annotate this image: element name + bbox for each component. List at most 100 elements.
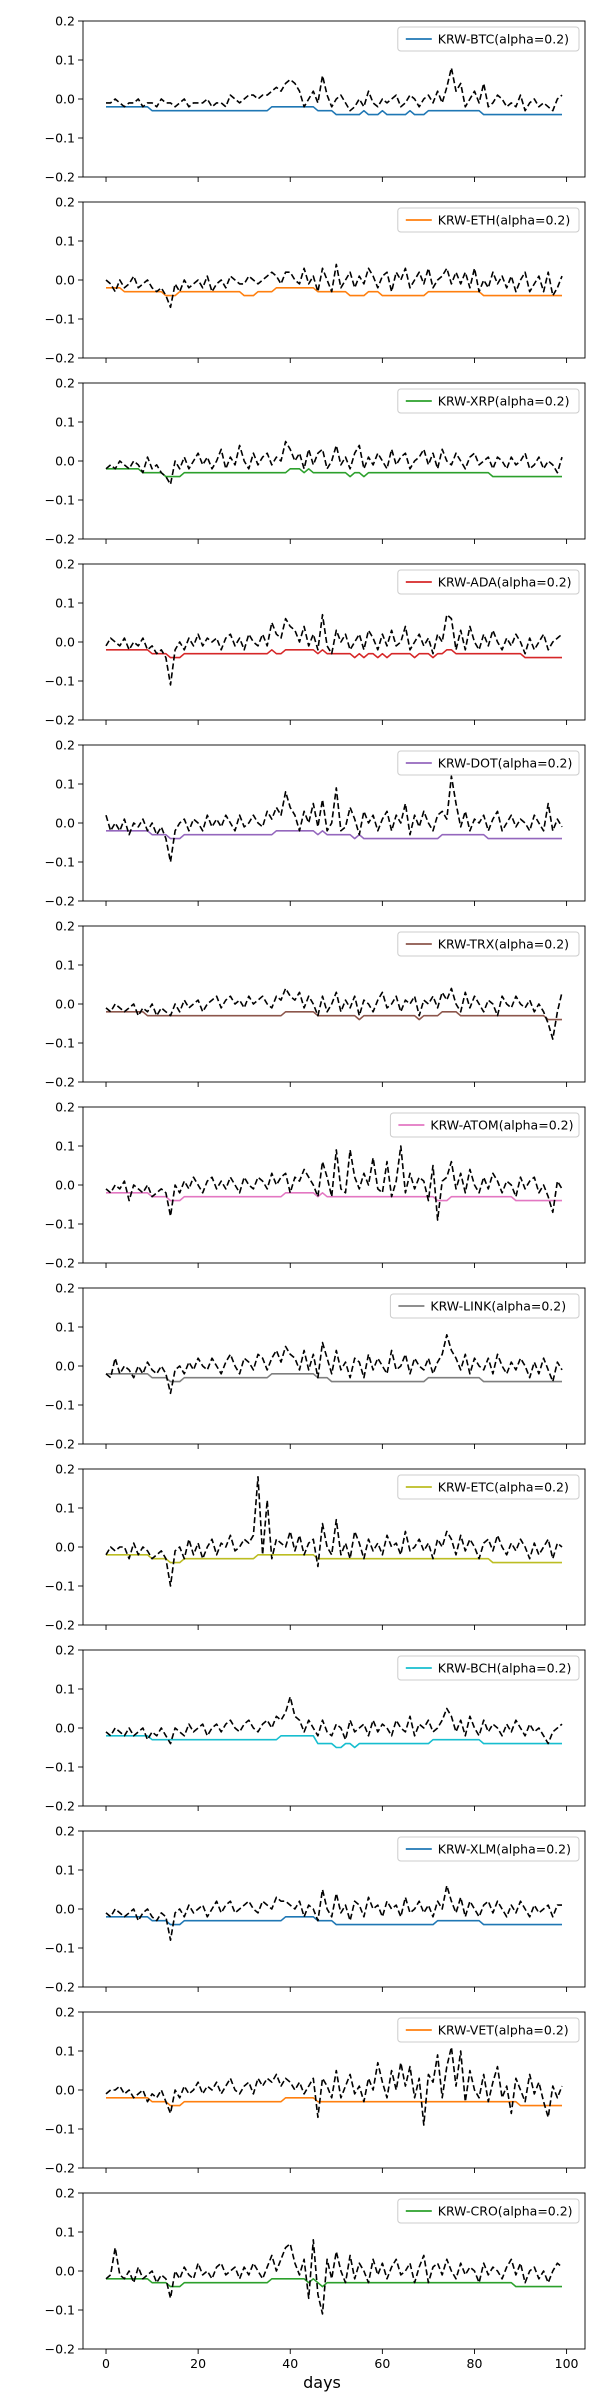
subplot-panel: −0.2 −0.1 0.0 0.1 0.2 KRW-ADA(alpha=0.2) bbox=[45, 557, 586, 728]
y-tick-label: −0.2 bbox=[45, 170, 75, 185]
legend-label: KRW-XRP(alpha=0.2) bbox=[438, 394, 570, 409]
y-tick-label: −0.1 bbox=[45, 1217, 75, 1232]
legend-box bbox=[397, 1836, 580, 1862]
model-series-line bbox=[106, 106, 562, 116]
legend-box bbox=[397, 2198, 580, 2224]
y-tick-label: 0.2 bbox=[55, 1643, 75, 1658]
legend-box bbox=[397, 207, 580, 233]
actual-series-dashed-line bbox=[105, 2046, 563, 2126]
y-tick-label: −0.1 bbox=[45, 2122, 75, 2137]
axes-frame bbox=[82, 2011, 586, 2169]
y-tick-label: 0.2 bbox=[55, 1100, 75, 1115]
data-lines bbox=[105, 1696, 563, 1749]
model-series-line bbox=[106, 1373, 562, 1383]
legend-box bbox=[397, 1474, 580, 1500]
y-tick-label: −0.2 bbox=[45, 2161, 75, 2176]
legend-box bbox=[389, 1112, 580, 1138]
x-axis-label: days bbox=[303, 2373, 341, 2392]
legend: KRW-BTC(alpha=0.2) bbox=[397, 26, 580, 52]
y-tick-label: −0.2 bbox=[45, 894, 75, 909]
axes-frame bbox=[82, 925, 586, 1083]
legend: KRW-TRX(alpha=0.2) bbox=[397, 931, 580, 957]
x-tick-label: 40 bbox=[282, 2356, 298, 2371]
data-lines bbox=[105, 1884, 562, 1941]
data-lines bbox=[105, 1145, 563, 1221]
actual-series-dashed-line bbox=[105, 440, 563, 486]
y-tick-label: 0.2 bbox=[55, 195, 75, 210]
data-lines bbox=[105, 2239, 563, 2315]
actual-series-dashed-line bbox=[105, 263, 563, 309]
y-tick-label: −0.1 bbox=[45, 2303, 75, 2318]
model-series-line bbox=[106, 829, 562, 840]
legend-box bbox=[397, 388, 580, 414]
subplot-panel: −0.2 −0.1 0.0 0.1 0.2 KRW-XLM(alpha=0.2) bbox=[45, 1824, 586, 1995]
y-tick-label: 0.2 bbox=[55, 14, 75, 29]
data-lines bbox=[105, 1334, 563, 1395]
y-tick-label: −0.2 bbox=[45, 713, 75, 728]
subplot-panel: −0.2 −0.1 0.0 0.1 0.2 KRW-LINK(alpha=0.2) bbox=[45, 1281, 586, 1452]
x-tick-label: 20 bbox=[190, 2356, 206, 2371]
y-tick-label: 0.1 bbox=[55, 1139, 75, 1154]
model-series-line bbox=[106, 1010, 562, 1021]
y-tick-label: 0.2 bbox=[55, 1462, 75, 1477]
y-tick-label: −0.1 bbox=[45, 493, 75, 508]
legend: KRW-XLM(alpha=0.2) bbox=[397, 1836, 580, 1862]
y-tick-label: −0.1 bbox=[45, 1036, 75, 1051]
y-tick-label: −0.1 bbox=[45, 1760, 75, 1775]
model-series-line bbox=[106, 648, 562, 659]
actual-series-dashed-line bbox=[105, 1696, 563, 1745]
y-tick-label: 0.1 bbox=[55, 2225, 75, 2240]
data-lines bbox=[105, 2046, 563, 2126]
legend-label: KRW-TRX(alpha=0.2) bbox=[438, 937, 569, 952]
legend-box bbox=[397, 26, 580, 52]
y-tick-label: −0.2 bbox=[45, 1799, 75, 1814]
actual-series-dashed-line bbox=[105, 1145, 563, 1221]
legend-label: KRW-ADA(alpha=0.2) bbox=[438, 575, 572, 590]
y-tick-label: 0.1 bbox=[55, 777, 75, 792]
y-tick-label: 0.0 bbox=[55, 997, 75, 1012]
y-tick-label: 0.1 bbox=[55, 234, 75, 249]
y-tick-label: 0.1 bbox=[55, 1501, 75, 1516]
data-lines bbox=[105, 440, 563, 486]
y-tick-label: −0.2 bbox=[45, 1980, 75, 1995]
data-lines bbox=[105, 263, 563, 309]
subplot-panel: −0.2 −0.1 0.0 0.1 0.2 KRW-TRX(alpha=0.2) bbox=[45, 919, 586, 1090]
legend-label: KRW-ETC(alpha=0.2) bbox=[438, 1480, 569, 1495]
subplot-panel: −0.2 −0.1 0.0 0.1 0.2 KRW-BTC(alpha=0.2) bbox=[45, 14, 586, 185]
subplot-panel: −0.2 −0.1 0.0 0.1 0.2 KRW-DOT(alpha=0.2) bbox=[45, 738, 586, 909]
y-tick-label: 0.1 bbox=[55, 596, 75, 611]
model-series-line bbox=[106, 2278, 562, 2288]
legend: KRW-VET(alpha=0.2) bbox=[397, 2017, 580, 2043]
y-tick-label: 0.1 bbox=[55, 1320, 75, 1335]
legend-box bbox=[397, 750, 580, 776]
axes-frame bbox=[82, 20, 586, 178]
legend-label: KRW-CRO(alpha=0.2) bbox=[438, 2204, 573, 2219]
legend: KRW-ATOM(alpha=0.2) bbox=[389, 1112, 580, 1138]
y-tick-label: 0.2 bbox=[55, 2186, 75, 2201]
model-series-line bbox=[106, 1554, 562, 1564]
subplot-panel: −0.2 −0.1 0.0 0.1 0.2 KRW-ETH(alpha=0.2) bbox=[45, 195, 586, 366]
legend-label: KRW-ETH(alpha=0.2) bbox=[438, 213, 570, 228]
subplot-panel: −0.2 −0.1 0.0 0.1 0.2 KRW-VET(alpha=0.2) bbox=[45, 2005, 586, 2176]
legend-label: KRW-LINK(alpha=0.2) bbox=[430, 1299, 566, 1314]
actual-series-dashed-line bbox=[105, 2239, 563, 2315]
x-tick-label: 0 bbox=[102, 2356, 110, 2371]
axes-frame bbox=[82, 1106, 586, 1264]
subplot-panel: −0.2 −0.1 0.0 0.1 0.2 KRW-BCH(alpha=0.2) bbox=[45, 1643, 586, 1814]
legend: KRW-XRP(alpha=0.2) bbox=[397, 388, 580, 414]
y-tick-label: −0.1 bbox=[45, 674, 75, 689]
model-series-line bbox=[106, 1735, 562, 1749]
y-tick-label: 0.1 bbox=[55, 53, 75, 68]
model-series-line bbox=[106, 467, 562, 478]
legend-label: KRW-BCH(alpha=0.2) bbox=[438, 1661, 572, 1676]
model-series-line bbox=[106, 286, 562, 297]
y-tick-label: −0.1 bbox=[45, 312, 75, 327]
x-tick-label: 100 bbox=[555, 2356, 579, 2371]
y-tick-label: −0.1 bbox=[45, 131, 75, 146]
legend-box bbox=[397, 931, 580, 957]
data-lines bbox=[105, 775, 563, 863]
y-tick-label: 0.0 bbox=[55, 1902, 75, 1917]
data-lines bbox=[105, 1476, 563, 1587]
legend-label: KRW-BTC(alpha=0.2) bbox=[438, 32, 569, 47]
legend: KRW-DOT(alpha=0.2) bbox=[397, 750, 580, 776]
